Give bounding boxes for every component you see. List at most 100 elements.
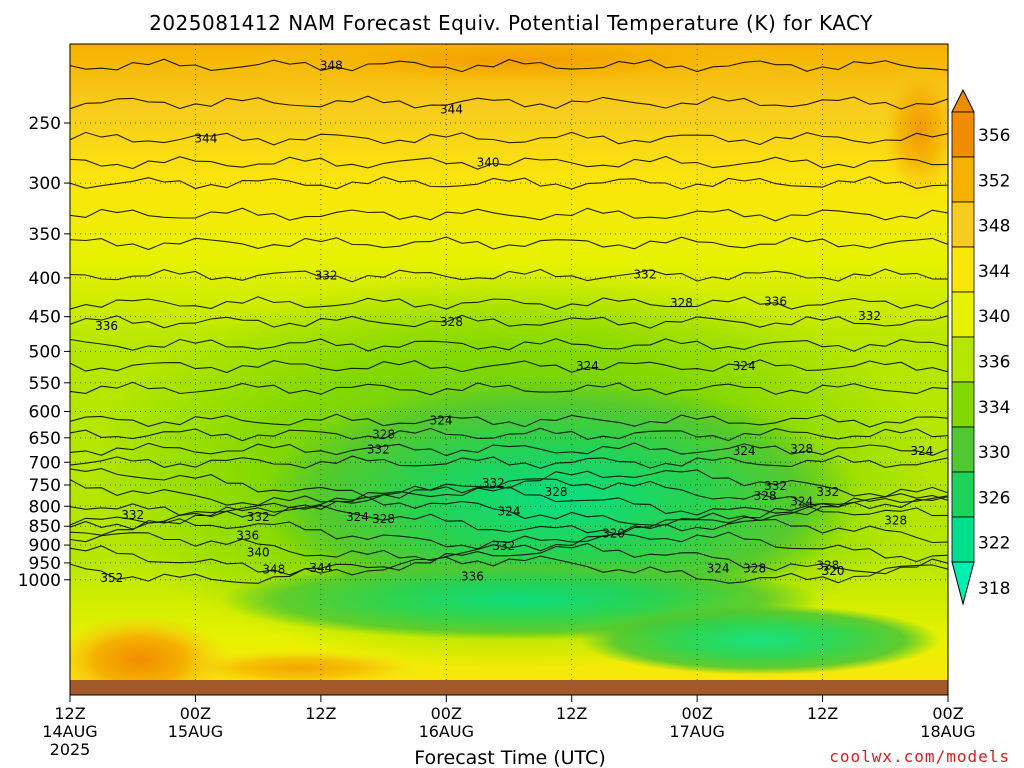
contour-label: 320 (602, 527, 625, 541)
colorbar-swatch (951, 291, 975, 338)
y-tick-label: 1000 (18, 571, 61, 591)
contour-label: 328 (743, 562, 766, 576)
contour-line (70, 236, 948, 251)
ground-bar (70, 680, 948, 695)
theta-e-field (70, 44, 948, 682)
colorbar-swatch (951, 111, 975, 158)
colorbar-swatch (951, 201, 975, 248)
contour-label: 324 (910, 444, 933, 458)
contour-label: 324 (346, 510, 369, 524)
contour-label: 348 (320, 59, 343, 73)
x-tick-label: 18AUG (920, 722, 975, 741)
colorbar-label: 330 (978, 443, 1010, 463)
contour-line (70, 413, 948, 428)
colorbar-swatch (951, 336, 975, 383)
colorbar-label: 356 (978, 126, 1010, 146)
y-tick-label: 250 (29, 114, 61, 134)
contour-line (70, 268, 948, 283)
contour-line (70, 381, 948, 396)
colorbar-label: 334 (978, 398, 1010, 418)
colorbar-swatch (951, 381, 975, 428)
contour-label: 324 (430, 414, 453, 428)
contour-label: 324 (733, 444, 756, 458)
y-tick-label: 500 (29, 342, 61, 362)
contour-line (70, 504, 948, 536)
y-tick-label: 300 (29, 174, 61, 194)
colorbar-label: 344 (978, 262, 1010, 282)
contour-line (70, 468, 948, 499)
colorbar-swatch (951, 516, 975, 563)
plot-frame (69, 43, 949, 696)
contour-label: 348 (262, 563, 285, 577)
contour-line (70, 95, 948, 110)
contour-line (70, 442, 948, 457)
contour-label: 332 (247, 510, 270, 524)
contour-label: 332 (816, 485, 839, 499)
colorbar-swatch (951, 246, 975, 293)
contour-label: 344 (194, 131, 217, 145)
x-tick-label: 00Z (180, 704, 211, 723)
contour-label: 332 (482, 476, 505, 490)
x-tick-label: 12Z (556, 704, 587, 723)
colorbar-label: 326 (978, 488, 1010, 508)
contour-line (70, 176, 948, 190)
colorbar-label: 318 (978, 579, 1010, 599)
colorbar-label: 336 (978, 353, 1010, 373)
contour-label: 324 (733, 359, 756, 373)
contour-line (70, 486, 948, 518)
colorbar-swatch (951, 471, 975, 518)
contour-label: 336 (461, 569, 484, 583)
contour-label: 332 (633, 268, 656, 282)
x-tick-label: 15AUG (168, 722, 223, 741)
y-tick-label: 550 (29, 374, 61, 394)
colorbar: 356 352 348 344 340 336 334 330 326 322 318 (951, 88, 1010, 606)
contour-line (70, 427, 948, 442)
colorbar-label: 322 (978, 534, 1010, 554)
y-tick-label: 900 (29, 536, 61, 556)
contour-label: 344 (440, 103, 463, 117)
colorbar-swatch (951, 426, 975, 473)
x-tick-label: 00Z (431, 704, 462, 723)
contour-line (70, 542, 948, 576)
x-tick-label: 14AUG (42, 722, 97, 741)
contour-label: 328 (884, 513, 907, 527)
contour-label: 324 (576, 359, 599, 373)
x-tick-label: 12Z (807, 704, 838, 723)
contour-line (70, 296, 948, 310)
contour-label: 344 (309, 561, 332, 575)
contour-label: 340 (477, 156, 500, 170)
contour-line (70, 155, 948, 170)
x-axis-title: Forecast Time (UTC) (414, 747, 605, 768)
x-tick-label: 2025 (50, 740, 91, 759)
contour-label: 332 (858, 309, 881, 323)
contour-label: 332 (492, 539, 515, 553)
contour-label: 332 (367, 442, 390, 456)
colorbar-label: 348 (978, 217, 1010, 237)
contour-line (70, 131, 948, 146)
contour-label: 324 (707, 562, 730, 576)
contour-label: 332 (764, 479, 787, 493)
contour-line (70, 359, 948, 374)
x-tick-label: 00Z (681, 704, 712, 723)
contour-label: 332 (121, 508, 144, 522)
contour-label: 328 (670, 296, 693, 310)
y-tick-label: 950 (29, 554, 61, 574)
contour-label: 340 (247, 545, 270, 559)
colorbar-top-arrow (951, 88, 975, 113)
y-axis: 2503003504004505005506006507007508008509… (18, 114, 70, 591)
x-tick-label: 16AUG (419, 722, 474, 741)
contour-label: 328 (440, 315, 463, 329)
y-tick-label: 400 (29, 269, 61, 289)
y-tick-label: 350 (29, 225, 61, 245)
chart-title: 2025081412 NAM Forecast Equiv. Potential… (149, 11, 873, 35)
contour-line (70, 58, 948, 73)
credit-url[interactable]: coolwx.com/models (829, 747, 1010, 766)
contour-label: 352 (100, 571, 123, 585)
contour-label: 328 (816, 559, 839, 573)
contour-label: 332 (315, 268, 338, 282)
y-tick-label: 650 (29, 429, 61, 449)
colorbar-label: 352 (978, 171, 1010, 191)
